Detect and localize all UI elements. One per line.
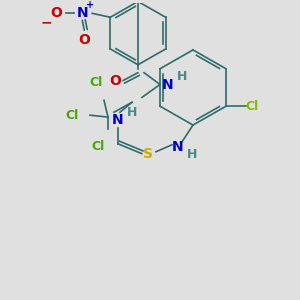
Text: Cl: Cl (245, 100, 259, 113)
Text: H: H (187, 148, 197, 161)
Text: N: N (172, 140, 184, 154)
Text: N: N (162, 77, 174, 92)
Text: −: − (40, 15, 52, 29)
Text: H: H (177, 70, 187, 83)
Text: H: H (127, 106, 137, 119)
Text: O: O (78, 33, 90, 47)
Text: O: O (109, 74, 121, 88)
Text: N: N (76, 6, 88, 20)
Text: +: + (86, 0, 94, 11)
Text: O: O (50, 6, 62, 20)
Text: S: S (143, 147, 153, 161)
Text: Cl: Cl (92, 140, 105, 153)
Text: Cl: Cl (65, 109, 79, 122)
Text: Cl: Cl (89, 76, 103, 89)
Text: N: N (112, 113, 124, 127)
